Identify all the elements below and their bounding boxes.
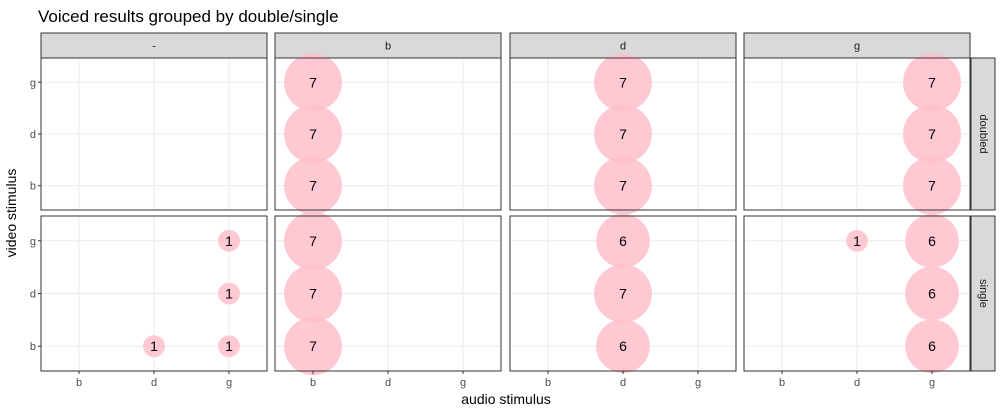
y-tick-label: b: [30, 181, 36, 193]
x-axis-title: audio stimulus: [461, 391, 551, 407]
x-tick-label: g: [460, 377, 466, 389]
bubble-point: [594, 156, 652, 215]
facet-strip-row: [970, 57, 996, 211]
bubble-value-label: 7: [309, 74, 317, 90]
bubble-value-label: 6: [928, 233, 936, 249]
bubble-value-label: 1: [150, 338, 158, 354]
bubble-value-label: 7: [309, 178, 317, 194]
bubble-point: [284, 53, 342, 112]
x-tick-label: b: [545, 377, 551, 389]
chart-title: Voiced results grouped by double/single: [38, 7, 339, 26]
bubble-value-label: 7: [928, 178, 936, 194]
bubble-value-label: 1: [225, 233, 233, 249]
x-tick-label: d: [151, 377, 157, 389]
bubble-value-label: 1: [853, 233, 861, 249]
bubble-value-label: 7: [309, 338, 317, 354]
y-tick-label: d: [30, 289, 36, 301]
bubble-point: [596, 213, 650, 268]
bubble-point: [218, 282, 240, 305]
bubble-point: [846, 229, 868, 252]
bubble-value-label: 7: [928, 126, 936, 142]
bubble-point: [905, 266, 959, 321]
bubble-point: [284, 264, 342, 323]
y-tick-label: b: [30, 341, 36, 353]
bubble-point: [905, 319, 959, 374]
facet-panel-border: [509, 57, 737, 211]
bubble-value-label: 6: [619, 338, 627, 354]
x-tick-label: g: [226, 377, 232, 389]
bubble-point: [596, 319, 650, 374]
bubble-value-label: 1: [225, 286, 233, 302]
bubble-value-label: 1: [225, 338, 233, 354]
x-tick-label: g: [929, 377, 935, 389]
bubble-point: [284, 156, 342, 215]
x-tick-label: d: [620, 377, 626, 389]
bubble-value-label: 7: [619, 286, 627, 302]
bubble-point: [218, 229, 240, 252]
bubble-value-label: 7: [309, 126, 317, 142]
facet-strip-col-label: d: [620, 41, 626, 53]
bubble-point: [594, 105, 652, 163]
bubble-value-label: 6: [619, 233, 627, 249]
bubble-point: [284, 317, 342, 376]
x-tick-label: g: [695, 377, 701, 389]
facet-strip-row: [970, 215, 996, 372]
facet-strip-col-label: -: [152, 41, 156, 53]
facet-panel-border: [743, 57, 971, 211]
facet-panel-border: [274, 57, 502, 211]
y-tick-label: g: [30, 236, 36, 248]
bubble-value-label: 6: [928, 286, 936, 302]
bubble-point: [905, 213, 959, 268]
y-tick-label: d: [30, 129, 36, 141]
bubble-point: [903, 105, 961, 163]
bubble-value-label: 7: [619, 74, 627, 90]
facet-strip-col: [40, 32, 268, 59]
x-tick-label: d: [854, 377, 860, 389]
bubble-value-label: 7: [928, 74, 936, 90]
bubble-point: [903, 53, 961, 112]
bubble-point: [594, 264, 652, 323]
bubble-point: [284, 105, 342, 163]
bubble-value-label: 7: [309, 286, 317, 302]
y-axis-title: video stimulus: [3, 169, 19, 258]
bubble-value-label: 7: [619, 178, 627, 194]
bubble-value-label: 7: [619, 126, 627, 142]
bubble-point: [143, 335, 165, 358]
bubble-point: [284, 211, 342, 270]
y-tick-label: g: [30, 77, 36, 89]
bubble-value-label: 7: [309, 233, 317, 249]
facet-strip-row-label: single: [977, 279, 989, 308]
bubble-point: [218, 335, 240, 358]
bubble-point: [594, 53, 652, 112]
x-tick-label: b: [779, 377, 785, 389]
bubble-value-label: 6: [928, 338, 936, 354]
x-tick-label: d: [385, 377, 391, 389]
x-tick-label: b: [76, 377, 82, 389]
bubble-point: [903, 156, 961, 215]
facet-strip-col-label: g: [854, 41, 860, 53]
x-tick-label: b: [310, 377, 316, 389]
facet-strip-row-label: doubled: [977, 114, 989, 153]
facet-panels: - b d g doubled single 7 7 7 7 7 7 7 7 7 1 1 1 1 7 7 7 6 7 6 1 6 6 6…: [30, 32, 996, 389]
facet-strip-col-label: b: [385, 41, 391, 53]
